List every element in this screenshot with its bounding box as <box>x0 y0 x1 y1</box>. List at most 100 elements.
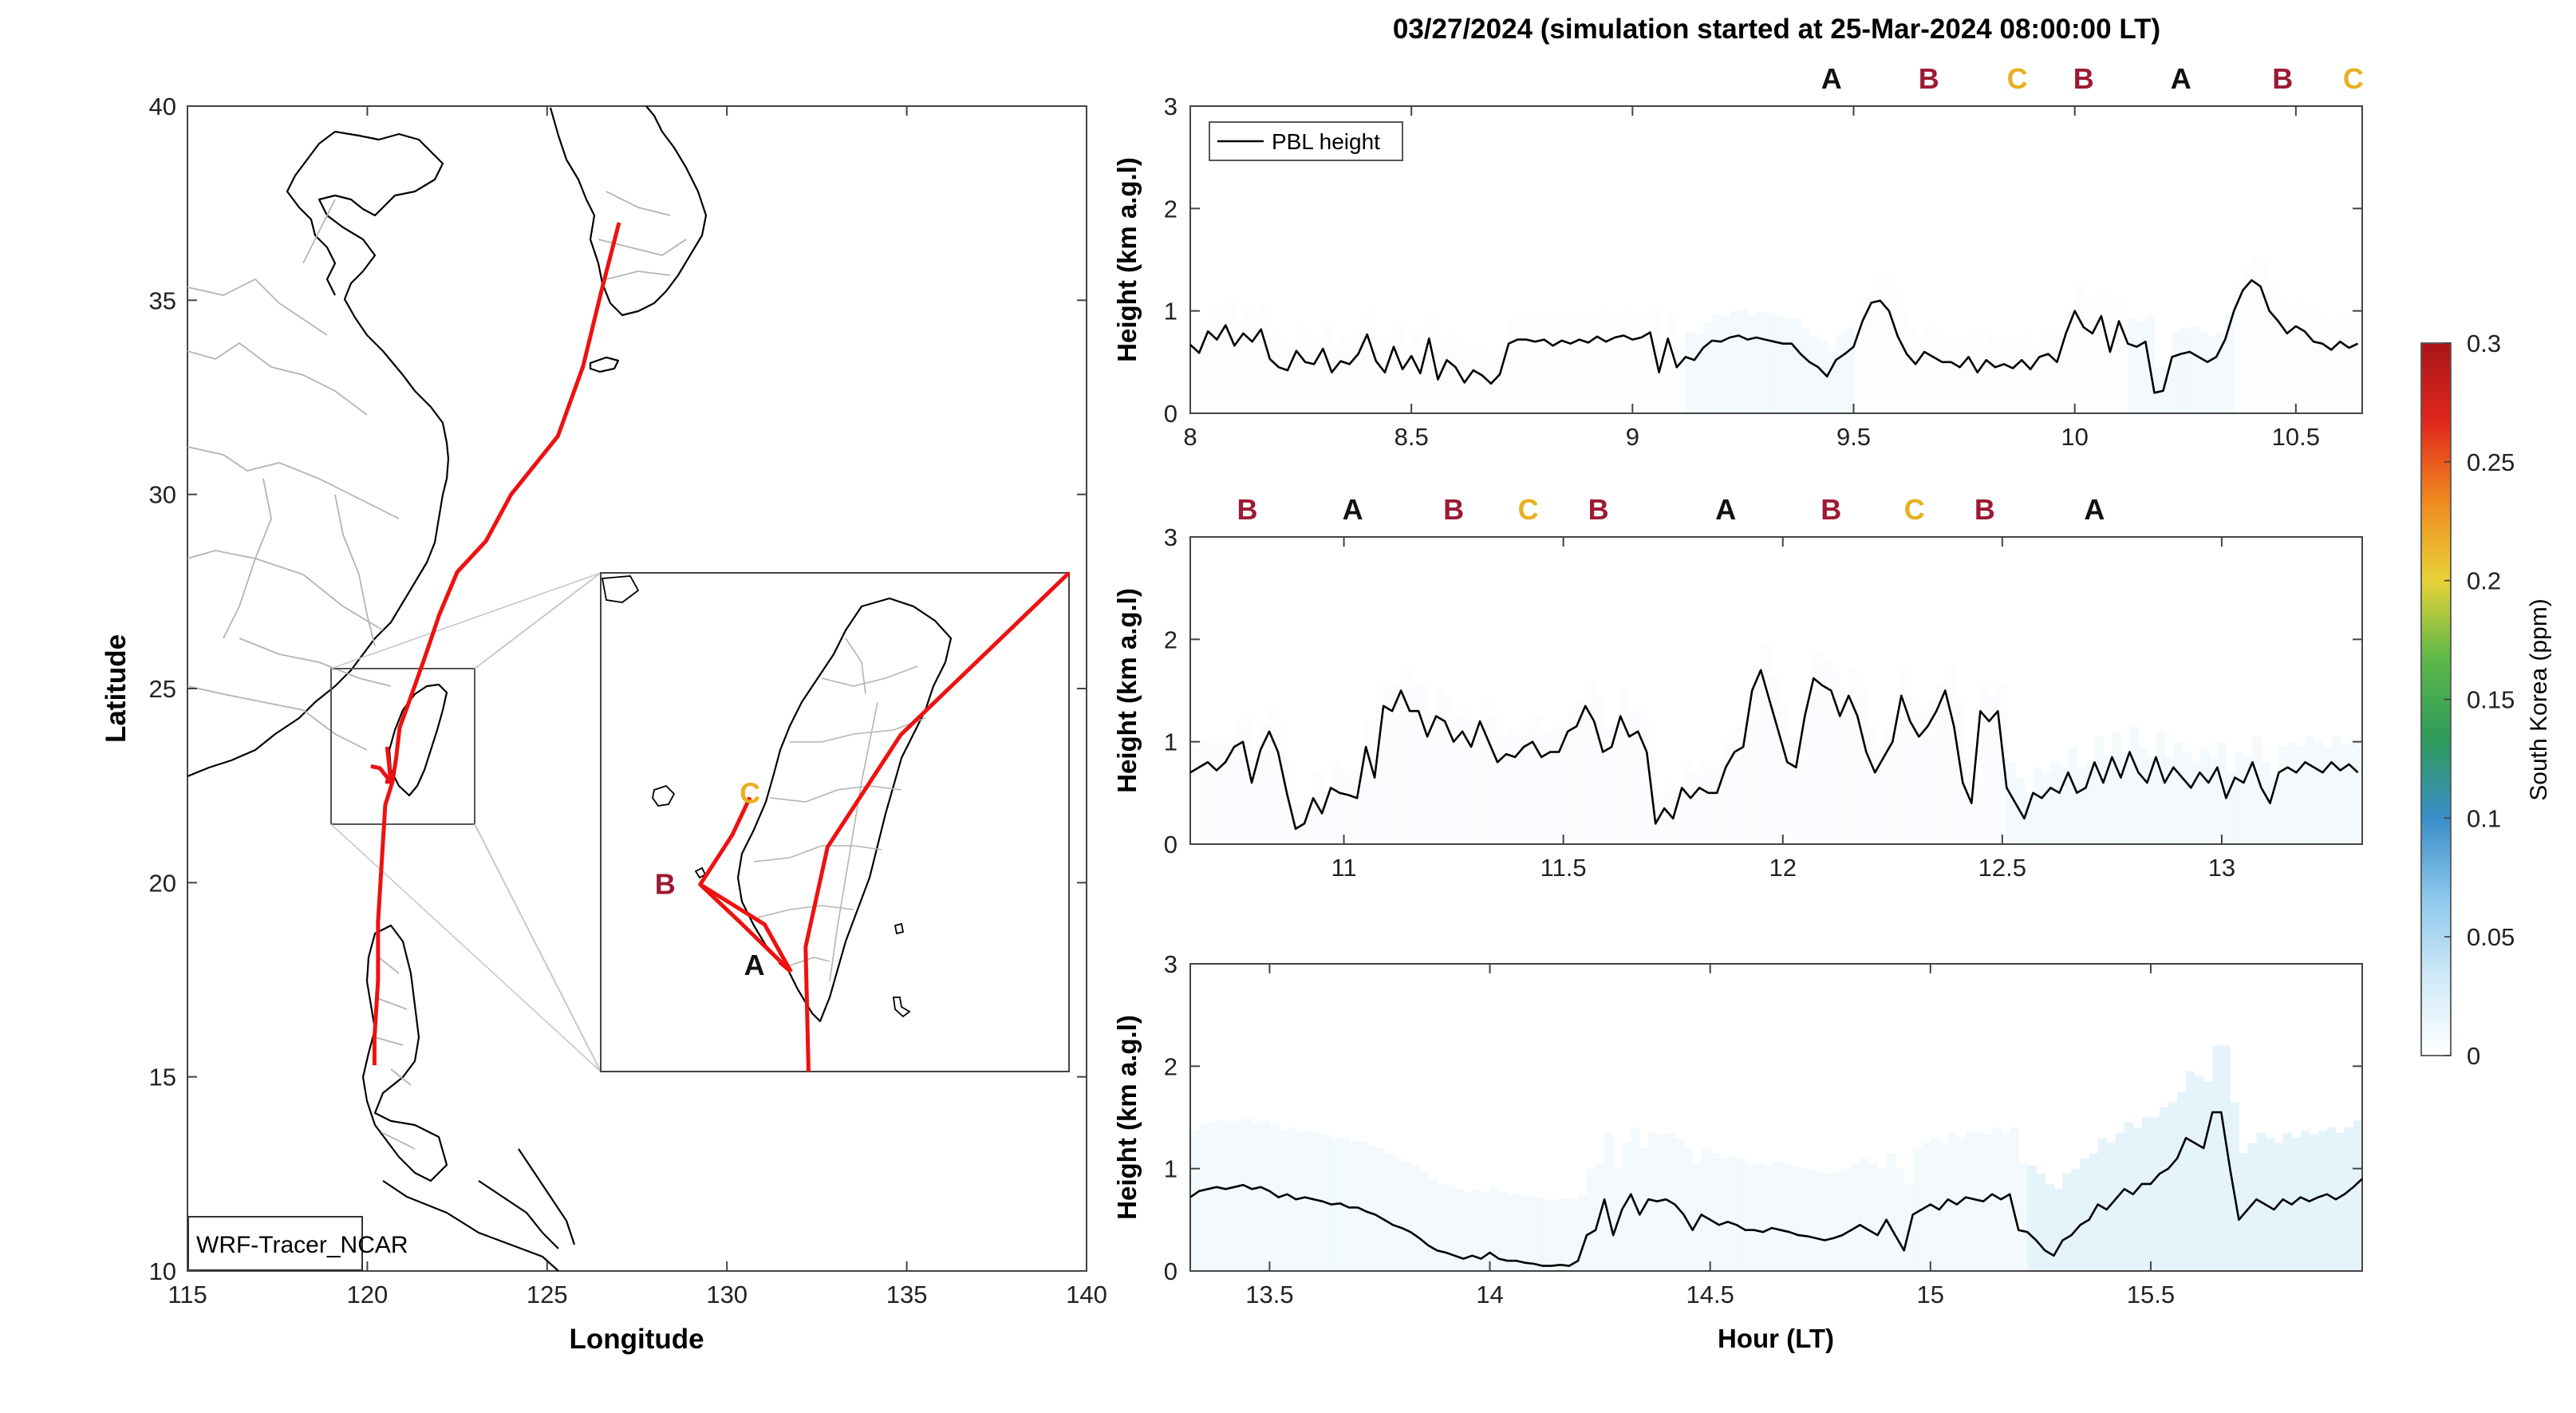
tracer-cell <box>1296 1132 1306 1271</box>
tracer-cell <box>1620 690 1630 844</box>
top-label-a: A <box>2084 493 2105 526</box>
tracer-cell <box>2003 338 2014 413</box>
tracer-cell <box>1851 1163 1860 1271</box>
tracer-cell <box>1752 665 1761 844</box>
inset-point-labels: C B A <box>655 777 765 982</box>
tracer-cell <box>2335 1132 2345 1271</box>
tracer-cell <box>2304 306 2314 413</box>
tracer-cell <box>1771 1161 1781 1271</box>
tracer-cell <box>2085 762 2095 844</box>
tracer-cell <box>1552 320 1563 413</box>
tracer-cell <box>1490 357 1501 413</box>
tracer-cell <box>2006 762 2016 844</box>
map-x-tick-label: 115 <box>168 1281 207 1308</box>
legend-label: PBL height <box>1272 129 1380 154</box>
tracer-cell <box>1927 701 1937 844</box>
tracer-cell <box>2083 302 2093 413</box>
tracer-cell <box>2252 736 2262 844</box>
y-tick-label: 1 <box>1164 298 1178 326</box>
tracer-cell <box>1287 767 1296 844</box>
tracer-cell <box>2106 1143 2116 1271</box>
pbl-height-line <box>1189 669 2359 831</box>
y-tick-label: 1 <box>1164 1155 1178 1183</box>
x-tick-label: 14.5 <box>1686 1281 1734 1308</box>
tracer-cell <box>1594 695 1604 844</box>
tracer-cell <box>1473 345 1483 413</box>
tracer-cell <box>1884 731 1893 844</box>
panel-frame <box>1189 536 2363 845</box>
tracer-cell <box>1694 334 1704 413</box>
tracer-cell <box>2349 322 2358 413</box>
tracer-cell <box>1225 1122 1235 1271</box>
tracer-cell <box>1411 330 1421 413</box>
tracer-cell <box>1427 711 1437 844</box>
top-label-b: B <box>1237 493 1258 526</box>
tracer-cell <box>1736 1158 1746 1271</box>
tracer-cell <box>1437 1183 1446 1271</box>
inset-label-b: B <box>655 868 676 901</box>
tracer-cell <box>1366 721 1375 844</box>
tracer-cell <box>2120 752 2130 844</box>
tracer-cell <box>1296 803 1305 844</box>
map-ylabel: Latitude <box>101 634 132 743</box>
tracer-cell <box>2092 307 2102 413</box>
tracer-cell <box>1454 716 1463 844</box>
tracer-cell <box>1305 336 1315 413</box>
tracer-cell <box>1939 1143 1949 1271</box>
tracer-cell <box>1683 1148 1694 1271</box>
tracer-cell <box>2053 1189 2063 1271</box>
tracer-cell <box>1313 1132 1324 1271</box>
tracer-cell <box>1445 695 1454 844</box>
tracer-cell <box>2080 1158 2090 1271</box>
tracer-cell <box>1910 695 1919 844</box>
tracer-cell <box>1576 701 1586 844</box>
tracer-cell <box>2195 1076 2204 1271</box>
tracer-cell <box>1994 341 2005 413</box>
tracer-cell <box>1260 303 1271 413</box>
tracer-cell <box>1805 690 1814 844</box>
legend: PBL height <box>1209 121 1403 161</box>
tracer-cell <box>2071 1168 2081 1271</box>
taiwan-inset: C B A <box>600 571 1071 1072</box>
tracer-cell <box>1392 685 1402 844</box>
tracer-cell <box>1375 752 1384 844</box>
tracer-cell <box>1208 736 1217 844</box>
x-tick-label: 14 <box>1476 1281 1503 1308</box>
tracer-cell <box>1919 711 1928 844</box>
tracer-cell <box>1464 357 1474 413</box>
colorbar-tick-label: 0.2 <box>2467 567 2501 595</box>
trajectory-branch <box>385 746 393 783</box>
tracer-cell <box>1190 1131 1200 1271</box>
map-y-axis: 10 15 20 25 30 35 40 <box>149 93 1087 1285</box>
tracer-cell <box>1734 726 1744 844</box>
tracer-cell <box>1393 1158 1402 1271</box>
tracer-cell <box>1383 1153 1394 1271</box>
pbl-height-line <box>1189 278 2359 394</box>
tracer-cell <box>1992 1127 2002 1271</box>
tracer-cell <box>1544 314 1554 413</box>
tracer-cell <box>1190 318 1200 413</box>
tracer-cell <box>1533 1197 1544 1271</box>
tracer-cell <box>1842 1168 1852 1271</box>
tracer-cell <box>2039 331 2049 413</box>
tracer-cell <box>1974 1132 1984 1271</box>
tracer-cell <box>1875 747 1884 844</box>
tracer-cell <box>2318 1131 2328 1271</box>
tracer-cell <box>2199 747 2209 844</box>
tracer-cell <box>2265 1138 2275 1271</box>
tracer-cell <box>1323 323 1332 413</box>
panel-frame <box>1189 963 2363 1272</box>
x-tick-label: 13 <box>2208 854 2235 882</box>
tracer-cell <box>1860 1158 1869 1271</box>
tracer-cell <box>1296 325 1306 413</box>
tracer-cell <box>1471 721 1481 844</box>
tracer-cell <box>1472 1189 1481 1271</box>
tracer-cell <box>1895 1168 1905 1271</box>
map-x-axis: 115 120 125 130 135 140 <box>168 106 1107 1308</box>
tracer-cell <box>1357 1141 1367 1271</box>
tracer-cell <box>1868 1163 1879 1271</box>
tracer-cell <box>1782 318 1793 413</box>
tracer-cell <box>2041 772 2051 844</box>
tracer-cell <box>1853 321 1864 413</box>
tracer-cell <box>1871 277 1881 413</box>
